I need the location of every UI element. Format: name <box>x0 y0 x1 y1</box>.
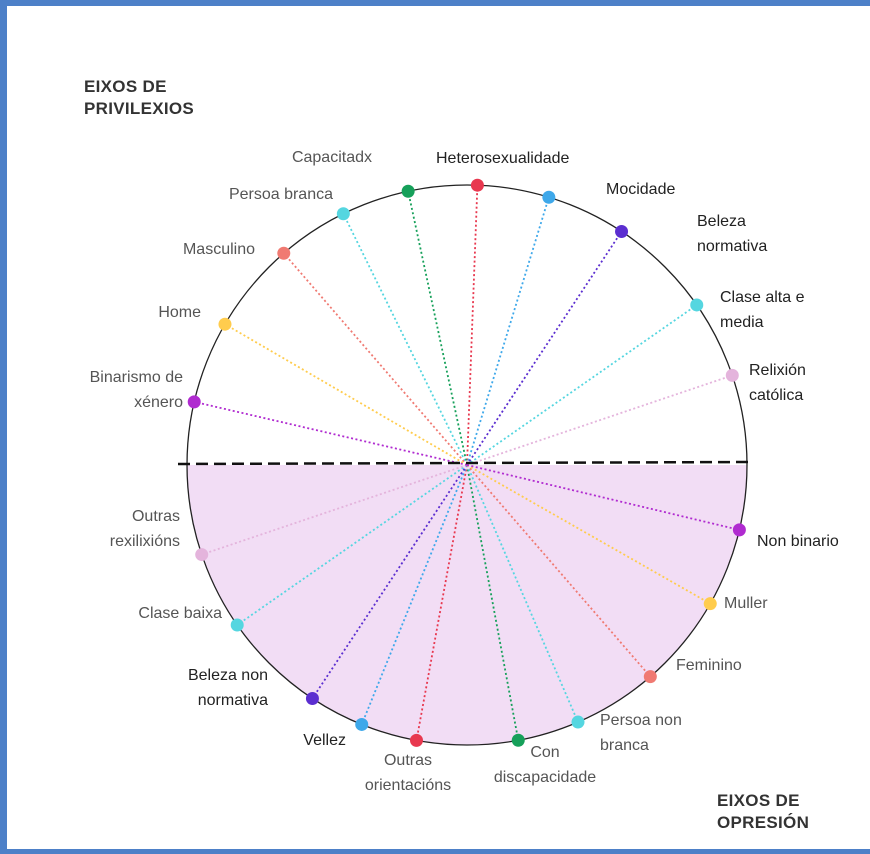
oppression-label-2: Vellez <box>303 732 346 749</box>
oppression-label-1: Con discapacidade <box>494 744 596 786</box>
oppression-label-8: Outras rexilixións <box>110 508 180 550</box>
axis-line-oppression-0 <box>415 464 468 741</box>
privilege-label-7: Home <box>158 304 201 321</box>
axis-line-oppression-5 <box>466 464 651 678</box>
oppression-label-0: Outras orientacións <box>365 752 451 794</box>
privilege-label-1: Capacitadx <box>292 149 372 166</box>
axis-line-oppression-2 <box>360 464 468 725</box>
privilege-dot-9 <box>187 395 201 409</box>
axis-line-privilege-8 <box>466 374 733 466</box>
oppression-dot-2 <box>355 717 369 731</box>
oppression-dot-0 <box>409 733 423 747</box>
privilege-dot-3 <box>336 207 350 221</box>
axis-line-privilege-5 <box>283 252 468 466</box>
privilege-label-3: Persoa branca <box>229 186 333 203</box>
privilege-label-2: Mocidade <box>606 181 675 198</box>
privilege-dot-0 <box>470 178 484 192</box>
privilege-heading: EIXOS DE PRIVILEXIOS <box>84 77 194 118</box>
axis-line-oppression-7 <box>466 464 711 605</box>
oppression-label-5: Feminino <box>676 657 742 674</box>
oppression-dot-3 <box>571 715 585 729</box>
axis-line-privilege-2 <box>466 196 550 466</box>
axis-line-privilege-1 <box>407 191 468 466</box>
oppression-dot-1 <box>511 733 525 747</box>
oppression-half-fill <box>187 465 747 745</box>
privilege-dot-4 <box>615 225 629 239</box>
oppression-dot-8 <box>195 548 209 562</box>
axis-line-oppression-9 <box>466 464 740 531</box>
axis-line-oppression-4 <box>311 464 468 699</box>
axis-line-privilege-0 <box>466 185 479 466</box>
oppression-label-9: Non binario <box>757 533 839 550</box>
axis-lines <box>194 185 740 741</box>
privilege-label-0: Heterosexualidade <box>436 150 570 167</box>
oppression-dot-9 <box>732 523 746 537</box>
oppression-label-4: Beleza non normativa <box>188 667 268 709</box>
axis-line-oppression-8 <box>201 464 468 556</box>
axis-line-privilege-4 <box>466 231 623 466</box>
axis-labels: Heterosexualidade Outras orientacións Capac… <box>90 149 839 794</box>
axis-line-privilege-7 <box>224 323 468 466</box>
privilege-dot-6 <box>690 298 704 312</box>
axis-line-oppression-6 <box>236 464 468 626</box>
privilege-dot-7 <box>218 317 232 331</box>
oppression-dot-7 <box>703 597 717 611</box>
privilege-dot-2 <box>542 190 556 204</box>
privilege-label-5: Masculino <box>183 241 255 258</box>
privilege-label-9: Binarismo de xénero <box>90 369 183 411</box>
axis-line-oppression-1 <box>466 464 520 741</box>
oppression-dot-6 <box>230 618 244 632</box>
oppression-dot-4 <box>305 691 319 705</box>
oppression-dot-5 <box>643 670 657 684</box>
privilege-dot-5 <box>277 246 291 260</box>
axis-line-privilege-6 <box>466 304 698 466</box>
axis-endpoints <box>187 178 746 747</box>
privilege-dot-8 <box>725 368 739 382</box>
axis-line-privilege-9 <box>194 400 468 466</box>
oppression-heading: EIXOS DE OPRESIÓN <box>717 791 809 832</box>
privilege-label-4: Beleza normativa <box>697 213 767 255</box>
privilege-oppression-divider <box>177 460 753 466</box>
oppression-label-6: Clase baixa <box>138 605 222 622</box>
privilege-label-8: Relixión católica <box>749 362 806 404</box>
privilege-label-6: Clase alta e media <box>720 289 805 331</box>
privilege-dot-1 <box>401 184 415 198</box>
oppression-label-3: Persoa non branca <box>600 712 682 754</box>
axis-line-oppression-3 <box>466 464 579 723</box>
axis-line-privilege-3 <box>342 213 468 466</box>
oppression-label-7: Muller <box>724 595 768 612</box>
